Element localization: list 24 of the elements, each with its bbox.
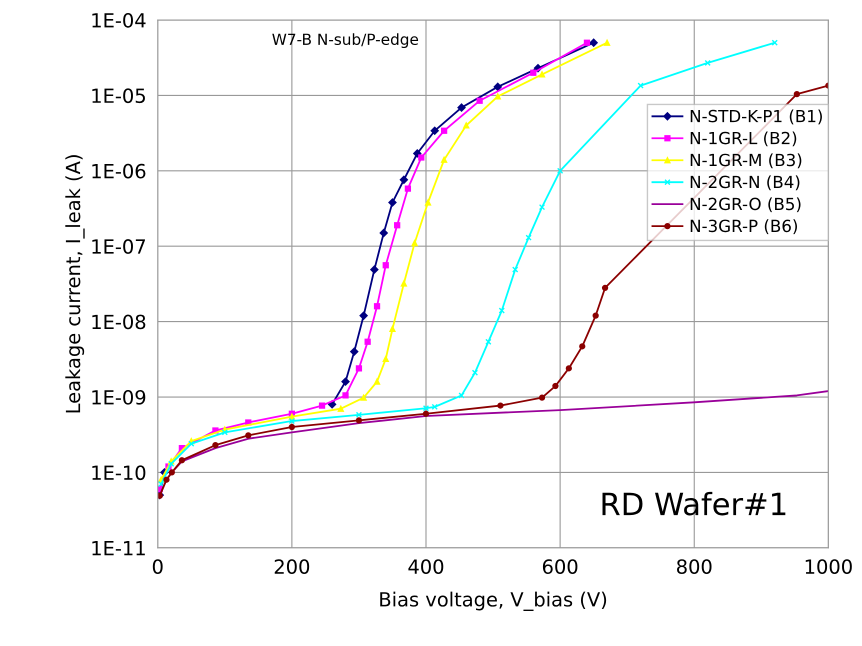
- x-tick-label: 800: [677, 559, 712, 574]
- y-axis-title: Leakage current, I_leak (A): [65, 155, 85, 412]
- y-tick-label: 1E-08: [92, 314, 146, 330]
- x-tick-label: 400: [408, 559, 444, 574]
- y-tick-label: 1E-06: [92, 164, 146, 178]
- x-tick-label: 600: [542, 559, 578, 574]
- legend-label: N-1GR-M (B3): [690, 153, 802, 168]
- x-tick-label: 0: [152, 559, 163, 574]
- y-tick-label: 1E-10: [92, 465, 146, 480]
- x-axis-title: Bias voltage, V_bias (V): [380, 592, 606, 611]
- legend-label: N-2GR-O (B5): [690, 197, 801, 212]
- legend-label: N-STD-K-P1 (B1): [690, 109, 822, 124]
- x-tick-label: 200: [274, 559, 310, 574]
- legend-label: N-1GR-L (B2): [690, 131, 796, 146]
- y-tick-label: 1E-11: [92, 541, 145, 556]
- y-tick-label: 1E-04: [92, 12, 146, 28]
- x-tick-label: 1000: [806, 559, 852, 574]
- annotation: RD Wafer#1: [602, 492, 786, 516]
- y-tick-label: 1E-05: [92, 88, 145, 104]
- y-tick-label: 1E-07: [92, 239, 145, 254]
- y-tick-label: 1E-09: [92, 390, 146, 405]
- legend-label: N-2GR-N (B4): [690, 175, 800, 190]
- annotation: W7-B N-sub/P-edge: [272, 33, 418, 48]
- legend-label: N-3GR-P (B6): [690, 219, 797, 234]
